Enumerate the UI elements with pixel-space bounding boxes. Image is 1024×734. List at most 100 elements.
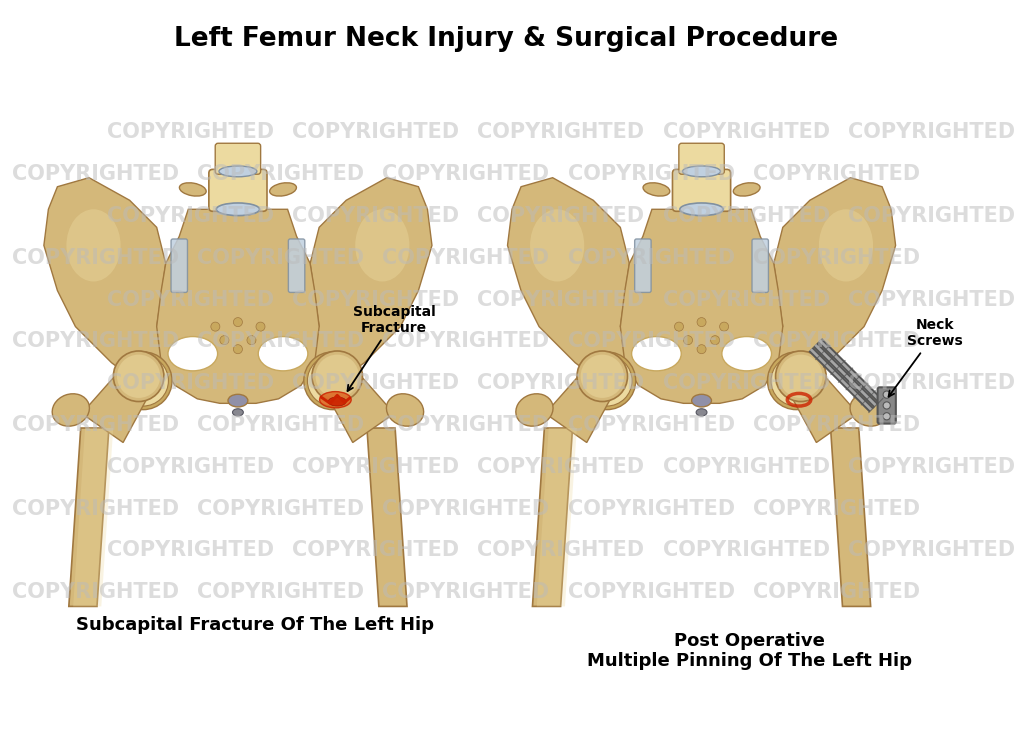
Text: COPYRIGHTED: COPYRIGHTED (12, 498, 179, 518)
Text: COPYRIGHTED: COPYRIGHTED (663, 540, 829, 560)
Text: COPYRIGHTED: COPYRIGHTED (106, 540, 274, 560)
Text: COPYRIGHTED: COPYRIGHTED (848, 206, 1015, 226)
Polygon shape (508, 178, 630, 385)
Circle shape (115, 352, 172, 410)
Text: Post Operative
Multiple Pinning Of The Left Hip: Post Operative Multiple Pinning Of The L… (587, 632, 911, 670)
Circle shape (711, 335, 720, 345)
Ellipse shape (179, 183, 206, 196)
Text: COPYRIGHTED: COPYRIGHTED (12, 331, 179, 352)
Text: COPYRIGHTED: COPYRIGHTED (292, 457, 459, 477)
Text: COPYRIGHTED: COPYRIGHTED (567, 164, 735, 184)
Polygon shape (69, 428, 109, 606)
Text: COPYRIGHTED: COPYRIGHTED (477, 123, 644, 142)
Ellipse shape (67, 209, 121, 282)
Text: COPYRIGHTED: COPYRIGHTED (382, 582, 550, 602)
Text: COPYRIGHTED: COPYRIGHTED (292, 373, 459, 393)
Circle shape (720, 322, 729, 331)
Text: COPYRIGHTED: COPYRIGHTED (567, 582, 735, 602)
FancyBboxPatch shape (289, 239, 305, 292)
Polygon shape (367, 428, 407, 606)
Text: COPYRIGHTED: COPYRIGHTED (106, 206, 274, 226)
Circle shape (683, 335, 692, 345)
Text: COPYRIGHTED: COPYRIGHTED (753, 498, 920, 518)
Polygon shape (786, 366, 858, 443)
Circle shape (883, 401, 890, 409)
Text: COPYRIGHTED: COPYRIGHTED (753, 248, 920, 268)
Text: COPYRIGHTED: COPYRIGHTED (12, 415, 179, 435)
Ellipse shape (355, 209, 410, 282)
Ellipse shape (683, 166, 721, 177)
Circle shape (304, 352, 361, 410)
Ellipse shape (680, 203, 723, 216)
Ellipse shape (228, 394, 248, 407)
Text: COPYRIGHTED: COPYRIGHTED (382, 248, 550, 268)
Polygon shape (830, 428, 870, 606)
Circle shape (779, 355, 822, 398)
Text: COPYRIGHTED: COPYRIGHTED (663, 206, 829, 226)
FancyBboxPatch shape (209, 170, 267, 211)
Circle shape (315, 355, 358, 398)
Text: COPYRIGHTED: COPYRIGHTED (663, 373, 829, 393)
Ellipse shape (328, 397, 346, 406)
Text: COPYRIGHTED: COPYRIGHTED (292, 206, 459, 226)
Polygon shape (157, 209, 319, 404)
Text: COPYRIGHTED: COPYRIGHTED (663, 123, 829, 142)
Circle shape (675, 322, 683, 331)
Circle shape (775, 351, 826, 401)
Text: COPYRIGHTED: COPYRIGHTED (567, 415, 735, 435)
Polygon shape (323, 366, 394, 443)
Ellipse shape (722, 337, 771, 371)
Circle shape (220, 335, 229, 345)
Text: COPYRIGHTED: COPYRIGHTED (197, 248, 365, 268)
Polygon shape (537, 428, 577, 606)
Ellipse shape (168, 337, 218, 371)
Ellipse shape (530, 209, 585, 282)
Circle shape (118, 355, 168, 406)
Ellipse shape (696, 409, 707, 416)
Circle shape (247, 335, 256, 345)
Ellipse shape (691, 394, 712, 407)
Ellipse shape (386, 393, 424, 426)
Circle shape (312, 351, 362, 401)
Text: COPYRIGHTED: COPYRIGHTED (106, 123, 274, 142)
Text: COPYRIGHTED: COPYRIGHTED (197, 331, 365, 352)
Text: COPYRIGHTED: COPYRIGHTED (477, 373, 644, 393)
Text: COPYRIGHTED: COPYRIGHTED (382, 498, 550, 518)
Ellipse shape (319, 392, 351, 408)
Circle shape (697, 318, 707, 327)
Polygon shape (73, 428, 114, 606)
Circle shape (577, 351, 628, 401)
Text: COPYRIGHTED: COPYRIGHTED (753, 164, 920, 184)
Text: COPYRIGHTED: COPYRIGHTED (197, 415, 365, 435)
Text: COPYRIGHTED: COPYRIGHTED (663, 457, 829, 477)
Text: COPYRIGHTED: COPYRIGHTED (106, 457, 274, 477)
Ellipse shape (269, 183, 296, 196)
Text: COPYRIGHTED: COPYRIGHTED (382, 415, 550, 435)
Text: COPYRIGHTED: COPYRIGHTED (477, 289, 644, 310)
Ellipse shape (232, 409, 244, 416)
Ellipse shape (819, 209, 873, 282)
Polygon shape (44, 178, 166, 385)
Text: COPYRIGHTED: COPYRIGHTED (106, 289, 274, 310)
Polygon shape (546, 366, 617, 443)
Polygon shape (532, 428, 572, 606)
Text: COPYRIGHTED: COPYRIGHTED (106, 373, 274, 393)
Circle shape (307, 355, 358, 406)
Polygon shape (82, 366, 154, 443)
Ellipse shape (632, 337, 681, 371)
Ellipse shape (850, 393, 887, 426)
Text: COPYRIGHTED: COPYRIGHTED (12, 164, 179, 184)
Text: COPYRIGHTED: COPYRIGHTED (477, 457, 644, 477)
Circle shape (578, 352, 636, 410)
Text: COPYRIGHTED: COPYRIGHTED (292, 123, 459, 142)
Text: COPYRIGHTED: COPYRIGHTED (753, 582, 920, 602)
Circle shape (581, 355, 624, 398)
Circle shape (233, 345, 243, 354)
Text: COPYRIGHTED: COPYRIGHTED (753, 415, 920, 435)
Ellipse shape (216, 203, 259, 216)
Text: COPYRIGHTED: COPYRIGHTED (663, 289, 829, 310)
Ellipse shape (733, 183, 760, 196)
Text: COPYRIGHTED: COPYRIGHTED (848, 540, 1015, 560)
Ellipse shape (258, 337, 308, 371)
Text: COPYRIGHTED: COPYRIGHTED (567, 331, 735, 352)
